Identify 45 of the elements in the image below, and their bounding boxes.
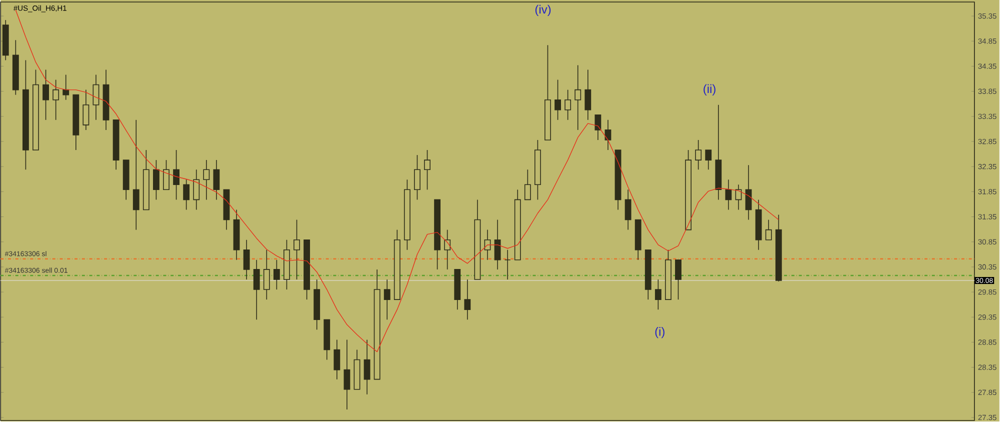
candlestick	[193, 168, 200, 210]
candlestick	[243, 239, 250, 280]
candlestick	[765, 219, 772, 240]
candlestick	[334, 339, 340, 380]
candlestick	[384, 278, 390, 320]
candlestick	[82, 89, 90, 130]
annotation: (ii)	[704, 84, 716, 96]
candlestick	[153, 159, 160, 200]
annotation: (iv)	[535, 4, 551, 16]
candlestick	[524, 168, 531, 200]
candlestick	[695, 139, 702, 170]
candlestick	[705, 149, 712, 170]
candlestick	[344, 339, 350, 410]
candlestick	[574, 64, 582, 130]
candlestick	[364, 339, 370, 395]
candlestick	[253, 259, 260, 320]
candlestick	[554, 79, 561, 120]
candlestick	[604, 119, 612, 150]
annotation: (i)	[655, 326, 664, 338]
candlestick	[203, 159, 210, 200]
candlestick	[444, 229, 451, 270]
candlestick	[424, 149, 430, 190]
candlestick	[594, 114, 602, 140]
candlestick	[62, 74, 70, 100]
candlestick	[584, 69, 592, 120]
candlestick	[163, 159, 170, 190]
candlestick	[675, 259, 682, 300]
candlestick	[654, 278, 662, 310]
candlestick	[263, 249, 270, 300]
candlestick	[494, 219, 501, 270]
candlestick	[92, 74, 100, 120]
candlestick	[414, 154, 420, 200]
candlestick	[52, 79, 60, 120]
candlestick	[564, 89, 572, 120]
candlestick	[464, 278, 471, 320]
candlestick	[213, 159, 220, 200]
candlestick	[273, 259, 280, 290]
candlestick	[42, 69, 49, 120]
candlestick	[173, 149, 180, 200]
candlestick	[624, 189, 632, 230]
candlestick	[294, 219, 300, 280]
candlestick	[132, 119, 140, 230]
candlestick	[504, 249, 511, 280]
candlestick	[725, 179, 732, 210]
candlestick	[183, 179, 190, 210]
